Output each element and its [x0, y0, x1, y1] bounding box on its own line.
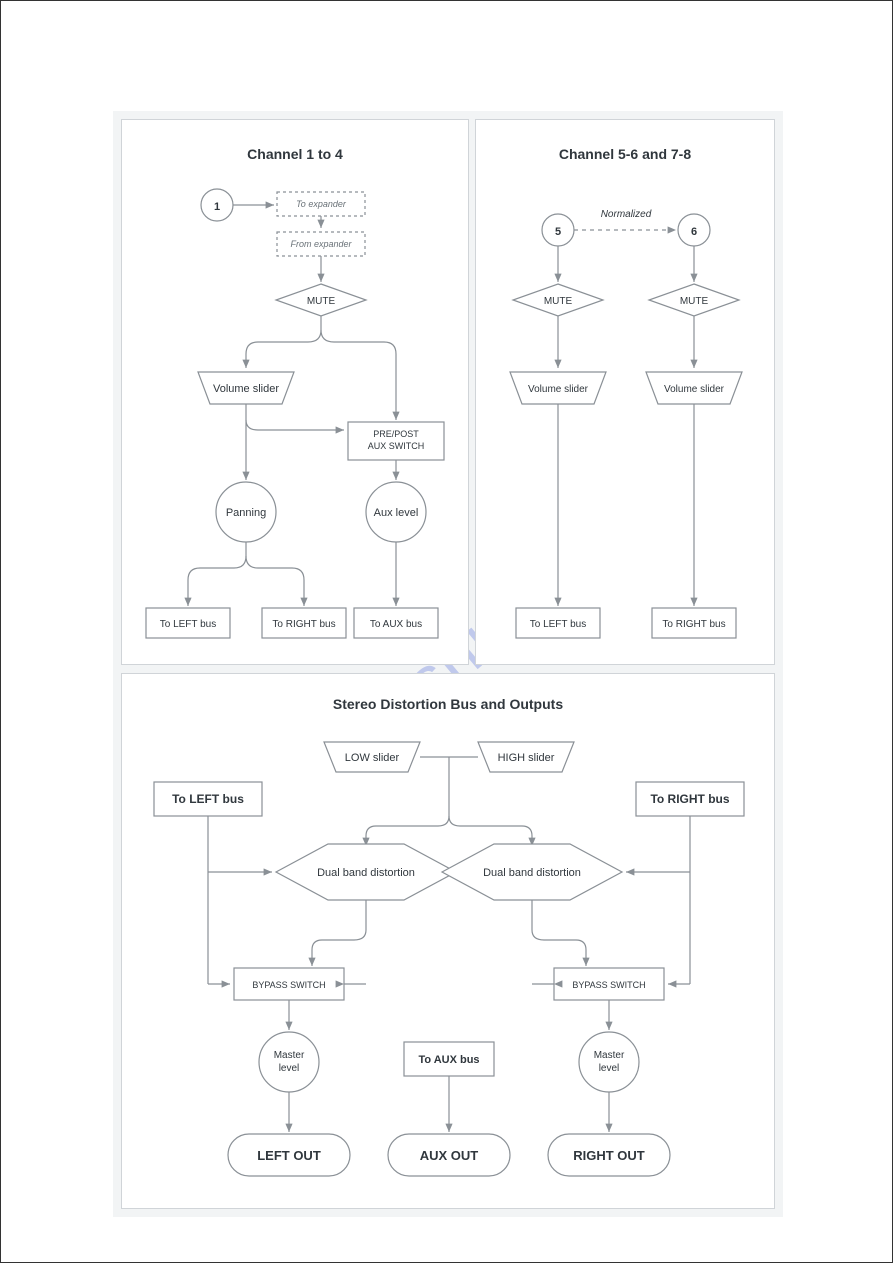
panel-stereo-bus: Stereo Distortion Bus and Outputs	[121, 673, 775, 1209]
panel-channel-5-8: Channel 5-6 and 7-8	[475, 119, 775, 665]
node-from-expander: From expander	[290, 239, 352, 249]
node-input-6: 6	[691, 226, 697, 238]
node-master-l1: Master	[274, 1050, 305, 1061]
node-high-slider: HIGH slider	[498, 752, 555, 764]
node-master-l2: level	[279, 1063, 300, 1074]
node-mute-a: MUTE	[544, 296, 573, 307]
node-aux-out: AUX OUT	[420, 1148, 479, 1163]
node-prepost-1: PRE/POST	[373, 429, 419, 439]
node-to-left-l: To LEFT bus	[160, 619, 217, 630]
node-mute-l: MUTE	[307, 296, 336, 307]
node-panning: Panning	[226, 507, 266, 519]
node-to-left-bus: To LEFT bus	[172, 792, 244, 806]
node-mute-b: MUTE	[680, 296, 709, 307]
node-to-expander: To expander	[296, 199, 347, 209]
content-frame: manualshive.com Channel 1 to 4	[113, 111, 783, 1217]
node-volume-b: Volume slider	[664, 384, 725, 395]
node-bypass-r: BYPASS SWITCH	[572, 980, 645, 990]
node-volume-a: Volume slider	[528, 384, 589, 395]
node-input-1: 1	[214, 201, 220, 213]
panel-title-bottom: Stereo Distortion Bus and Outputs	[122, 696, 774, 712]
panel-title-right: Channel 5-6 and 7-8	[476, 146, 774, 162]
node-out-a: To LEFT bus	[530, 619, 587, 630]
node-left-out: LEFT OUT	[257, 1148, 321, 1163]
node-right-out: RIGHT OUT	[573, 1148, 645, 1163]
node-input-5: 5	[555, 226, 561, 238]
flowchart-bottom: LOW slider HIGH slider To LEFT bus To RI…	[122, 674, 776, 1210]
node-to-aux-bus: To AUX bus	[418, 1054, 479, 1066]
node-to-aux-l: To AUX bus	[370, 619, 422, 630]
node-auxlevel: Aux level	[374, 507, 419, 519]
panel-channel-1-4: Channel 1 to 4	[121, 119, 469, 665]
panel-title-left: Channel 1 to 4	[122, 146, 468, 162]
node-distortion-l: Dual band distortion	[317, 867, 415, 879]
page-frame: manualshive.com Channel 1 to 4	[0, 0, 893, 1263]
node-low-slider: LOW slider	[345, 752, 400, 764]
node-volume-l: Volume slider	[213, 383, 279, 395]
flowchart-left: 1 To expander From expander MUTE Volume …	[122, 120, 470, 666]
flowchart-right: Normalized 5 6 MUTE MUTE Volume slider V…	[476, 120, 776, 666]
node-master-r2: level	[599, 1063, 620, 1074]
node-master-r1: Master	[594, 1050, 625, 1061]
node-out-b: To RIGHT bus	[662, 619, 725, 630]
node-distortion-r: Dual band distortion	[483, 867, 581, 879]
label-normalized: Normalized	[601, 209, 652, 220]
node-to-right-l: To RIGHT bus	[272, 619, 335, 630]
node-bypass-l: BYPASS SWITCH	[252, 980, 325, 990]
node-prepost-2: AUX SWITCH	[368, 441, 425, 451]
node-to-right-bus: To RIGHT bus	[650, 792, 729, 806]
